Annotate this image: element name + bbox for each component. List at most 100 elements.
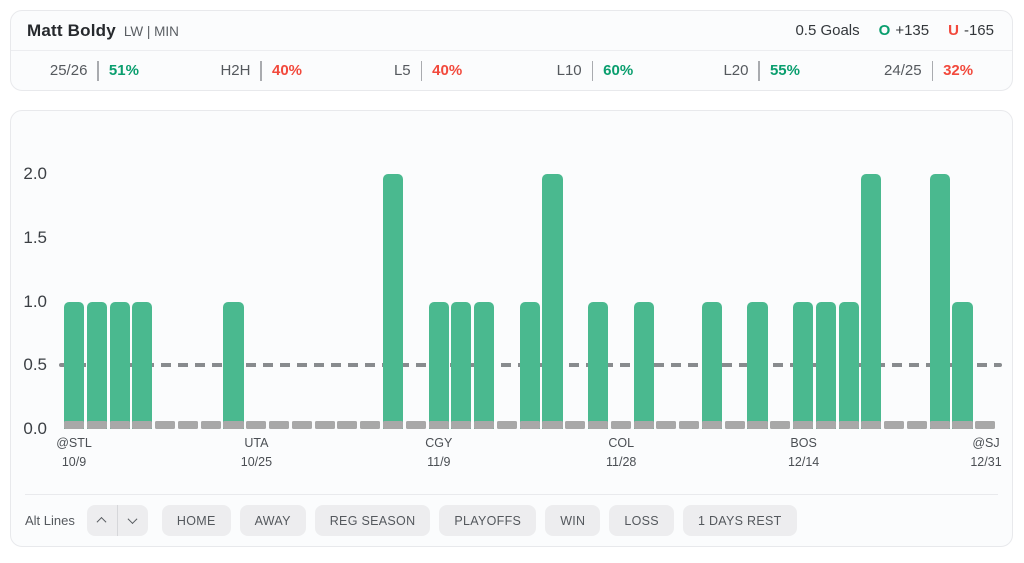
game-bar[interactable]: [793, 301, 814, 429]
game-bar[interactable]: [929, 174, 950, 429]
opponent-label: @STL: [56, 436, 92, 450]
alt-line-down-button[interactable]: [118, 505, 148, 536]
x-axis-label: @SJ 12/31: [970, 434, 1001, 472]
baseline-stub: [906, 421, 927, 429]
baseline-stub: [314, 421, 335, 429]
baseline-stub: [724, 421, 745, 429]
date-label: 10/25: [240, 454, 273, 469]
baseline-stub: [109, 421, 130, 429]
baseline-stub: [496, 421, 517, 429]
chevron-up-icon: [96, 516, 107, 527]
stat-value: 60%: [603, 62, 634, 79]
date-label: 11/28: [606, 454, 637, 469]
under-letter: U: [948, 22, 959, 39]
goal-bar-fill: [132, 301, 153, 429]
baseline-stub: [587, 421, 609, 429]
filter-home[interactable]: HOME: [161, 505, 231, 536]
filter-loss[interactable]: LOSS: [609, 505, 674, 536]
filter-away[interactable]: AWAY: [239, 505, 306, 536]
game-bar[interactable]: [109, 301, 130, 429]
date-label: 10/9: [61, 454, 87, 469]
game-bar[interactable]: [952, 301, 973, 429]
stat-label: 24/25: [884, 62, 922, 79]
stat-item-3: L10 60%: [511, 60, 678, 81]
game-bar[interactable]: [64, 301, 85, 429]
baseline-stub: [633, 421, 654, 429]
stat-separator: [97, 60, 99, 81]
baseline-stub: [793, 421, 814, 429]
game-bar[interactable]: [428, 301, 449, 429]
title-row: Matt Boldy LW | MIN 0.5 Goals O +135 U -…: [11, 11, 1012, 51]
game-bar[interactable]: [86, 301, 107, 429]
baseline-stub: [223, 421, 244, 429]
goal-bar-fill: [747, 301, 768, 429]
baseline-stub: [929, 421, 950, 429]
stat-separator: [260, 60, 262, 81]
baseline-stub: [200, 421, 221, 429]
baseline-stub: [952, 421, 973, 429]
opponent-label: BOS: [790, 436, 817, 450]
baseline-stub: [269, 421, 290, 429]
stat-label: L20: [723, 62, 749, 79]
filter-buttons: HOME AWAY REG SEASON PLAYOFFS WIN LOSS 1 DAYS …: [161, 505, 797, 536]
stat-item-0: 25/26 51%: [11, 60, 178, 81]
goal-bar-fill: [428, 301, 449, 429]
filter-1-days-rest[interactable]: 1 DAYS REST: [682, 505, 797, 536]
chevron-down-icon: [127, 514, 138, 525]
baseline-stub: [656, 421, 677, 429]
alt-line-up-button[interactable]: [87, 505, 117, 536]
game-bar[interactable]: [132, 301, 153, 429]
divider: [25, 494, 998, 495]
game-bar[interactable]: [815, 301, 836, 429]
goal-bar-fill: [223, 301, 244, 429]
game-bar[interactable]: [542, 174, 563, 429]
filter-win[interactable]: WIN: [545, 505, 601, 536]
goal-bar-fill: [109, 301, 130, 429]
y-axis-label: 0.0: [23, 419, 47, 438]
game-bar[interactable]: [474, 301, 495, 429]
stat-label: H2H: [220, 62, 251, 79]
baseline-stub: [155, 421, 176, 429]
game-bar[interactable]: [519, 301, 540, 429]
game-bar[interactable]: [838, 301, 859, 429]
baseline-stub: [337, 421, 358, 429]
baseline-stub: [132, 421, 153, 429]
stat-value: 40%: [271, 62, 303, 79]
goal-bar-fill: [64, 301, 85, 429]
bars-container: [64, 111, 996, 429]
filter-reg-season[interactable]: REG SEASON: [314, 505, 431, 536]
player-header-card: Matt Boldy LW | MIN 0.5 Goals O +135 U -…: [10, 10, 1013, 91]
baseline-stub: [838, 421, 859, 429]
under-odds-button[interactable]: U -165: [948, 22, 994, 39]
game-bar[interactable]: [861, 174, 882, 429]
game-bar[interactable]: [701, 301, 722, 429]
over-odds-button[interactable]: O +135: [879, 22, 929, 39]
baseline-stub: [360, 421, 381, 429]
stat-label: 25/26: [49, 62, 88, 79]
x-axis-label: COL 11/28: [606, 434, 636, 472]
game-bar[interactable]: [382, 174, 404, 429]
player-position: LW | MIN: [123, 23, 179, 39]
stat-item-1: H2H 40%: [178, 60, 345, 81]
x-axis-label: BOS 12/14: [788, 434, 819, 472]
game-bar[interactable]: [587, 301, 609, 429]
opponent-label: UTA: [244, 436, 269, 450]
date-label: 12/14: [787, 454, 820, 469]
chart-card: 0.0 0.5 1.0 1.5 2.0 @STL 10/9 UTA 10/25 CGY 11/9 C…: [10, 110, 1013, 547]
stat-item-5: 24/25 32%: [845, 60, 1012, 81]
filter-playoffs[interactable]: PLAYOFFS: [439, 505, 537, 536]
baseline-stub: [428, 421, 449, 429]
game-bar[interactable]: [223, 301, 244, 429]
y-axis-label: 1.5: [23, 227, 47, 247]
baseline-stub: [565, 421, 586, 429]
goal-bar-fill: [519, 301, 540, 429]
baseline-stub: [405, 421, 426, 429]
goal-bar-fill: [633, 301, 654, 429]
stats-row: 25/26 51% H2H 40% L5 40% L10 60% L20 55% 24/25 32%: [11, 51, 1012, 90]
game-bar[interactable]: [747, 301, 768, 429]
baseline-stub: [474, 421, 495, 429]
player-name: Matt Boldy: [27, 20, 116, 40]
baseline-stub: [177, 421, 198, 429]
game-bar[interactable]: [633, 301, 654, 429]
game-bar[interactable]: [451, 301, 472, 429]
